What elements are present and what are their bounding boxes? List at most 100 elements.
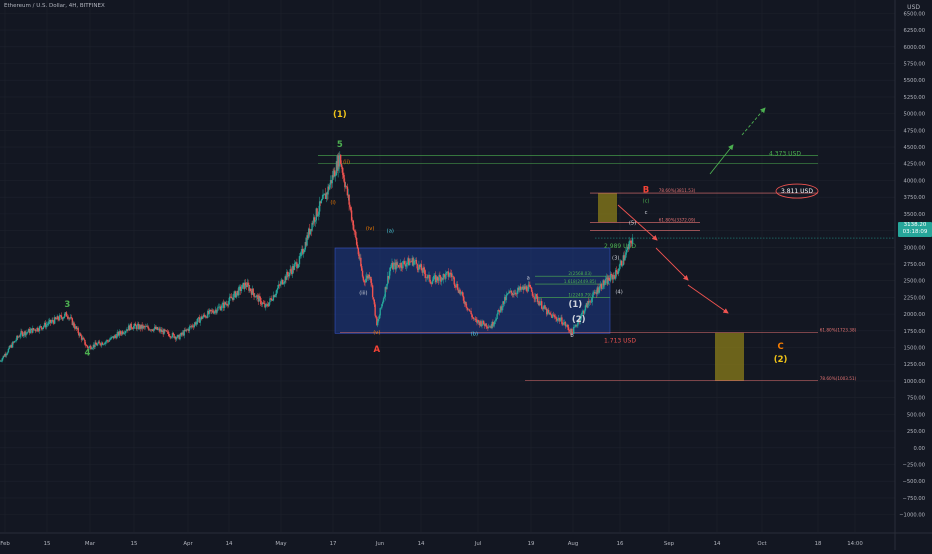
y-tick-label: 250.00 <box>907 429 925 435</box>
candle-body <box>547 309 550 313</box>
candle-body <box>157 329 159 330</box>
y-tick-label: 4000.00 <box>904 178 925 184</box>
candle-body <box>353 229 355 232</box>
bearish-arrow <box>687 284 729 314</box>
candle-body <box>383 296 386 299</box>
candle-body <box>456 284 459 290</box>
candle-body <box>303 249 306 253</box>
candle-body <box>557 318 560 320</box>
candle-body <box>631 242 633 244</box>
candle-body <box>189 326 191 327</box>
candle-body <box>514 292 517 294</box>
candle-body <box>418 264 420 270</box>
candle-body <box>202 317 204 319</box>
candle-body <box>542 306 545 310</box>
candle-body <box>268 302 270 307</box>
candle-body <box>86 345 89 348</box>
candle-body <box>523 286 525 290</box>
candle-body <box>290 269 292 271</box>
candle-body <box>626 246 629 251</box>
candle-body <box>319 201 322 204</box>
candle-body <box>103 344 106 345</box>
candle-body <box>323 193 326 195</box>
candle-body <box>347 194 349 196</box>
candle-body <box>269 298 271 303</box>
y-tick-label: −750.00 <box>903 496 926 502</box>
candle-body <box>241 284 243 289</box>
candle-body <box>61 317 63 320</box>
candle-body <box>138 325 141 329</box>
candle-body <box>13 341 15 343</box>
candle-body <box>212 312 215 314</box>
candle-body <box>234 291 237 298</box>
bullish-arrow-dashed <box>741 107 766 136</box>
candle-body <box>589 301 592 303</box>
candle-body <box>19 335 21 337</box>
candle-body <box>300 251 302 256</box>
candle-body <box>128 325 131 331</box>
y-tick-label: 2000.00 <box>904 312 925 318</box>
candle-body <box>458 289 460 293</box>
y-tick-label: 5250.00 <box>904 95 925 101</box>
candle-body <box>71 318 74 326</box>
candle-body <box>601 288 603 290</box>
candle-body <box>43 326 45 328</box>
candle-body <box>550 314 552 315</box>
candle-body <box>115 336 117 339</box>
candle-body <box>53 317 56 324</box>
candle-body <box>199 319 201 323</box>
candle-body <box>630 240 632 243</box>
candle-body <box>500 306 503 311</box>
candle-body <box>585 303 587 306</box>
candle-body <box>408 261 411 266</box>
candle-body <box>125 330 127 332</box>
fib-level-label: 2(2568.03) <box>568 271 592 276</box>
candle-body <box>211 310 213 312</box>
y-tick-label: 0.00 <box>913 446 925 452</box>
candle-body <box>154 326 156 329</box>
candle-body <box>461 292 463 293</box>
candle-body <box>578 319 580 323</box>
candle-body <box>388 271 391 279</box>
candle-body <box>330 180 333 184</box>
candle-body <box>206 316 208 318</box>
candle-body <box>188 326 190 332</box>
candle-body <box>541 301 543 309</box>
candle-body <box>186 329 188 331</box>
candle-body <box>143 325 145 327</box>
candle-body <box>397 264 399 266</box>
candle-body <box>45 324 47 328</box>
candle-body <box>489 326 492 327</box>
wave-label: (b) <box>471 332 478 338</box>
candle-body <box>276 289 278 294</box>
candle-body <box>429 281 432 284</box>
candle-body <box>16 336 19 338</box>
candle-body <box>578 319 581 322</box>
candle-body <box>8 346 10 349</box>
candle-body <box>551 314 554 318</box>
candle-body <box>18 336 21 338</box>
candle-body <box>339 154 341 167</box>
candle-body <box>313 217 316 222</box>
candle-body <box>66 316 68 317</box>
candle-body <box>112 336 114 337</box>
candle-body <box>590 301 593 303</box>
candle-body <box>244 282 246 289</box>
candle-body <box>560 317 562 320</box>
candle-body <box>361 266 363 271</box>
wave-label: A <box>374 345 381 355</box>
candle-body <box>450 272 452 275</box>
y-tick-label: −500.00 <box>903 479 926 485</box>
candle-body <box>355 231 357 238</box>
y-tick-label: 500.00 <box>907 412 925 418</box>
candle-body <box>470 311 472 315</box>
candle-body <box>417 268 419 270</box>
candle-body <box>41 327 43 330</box>
y-tick-label: −250.00 <box>903 462 926 468</box>
candle-body <box>451 276 454 278</box>
candle-body <box>58 319 60 321</box>
wave-label: 4 <box>85 349 91 359</box>
candle-body <box>507 293 509 294</box>
